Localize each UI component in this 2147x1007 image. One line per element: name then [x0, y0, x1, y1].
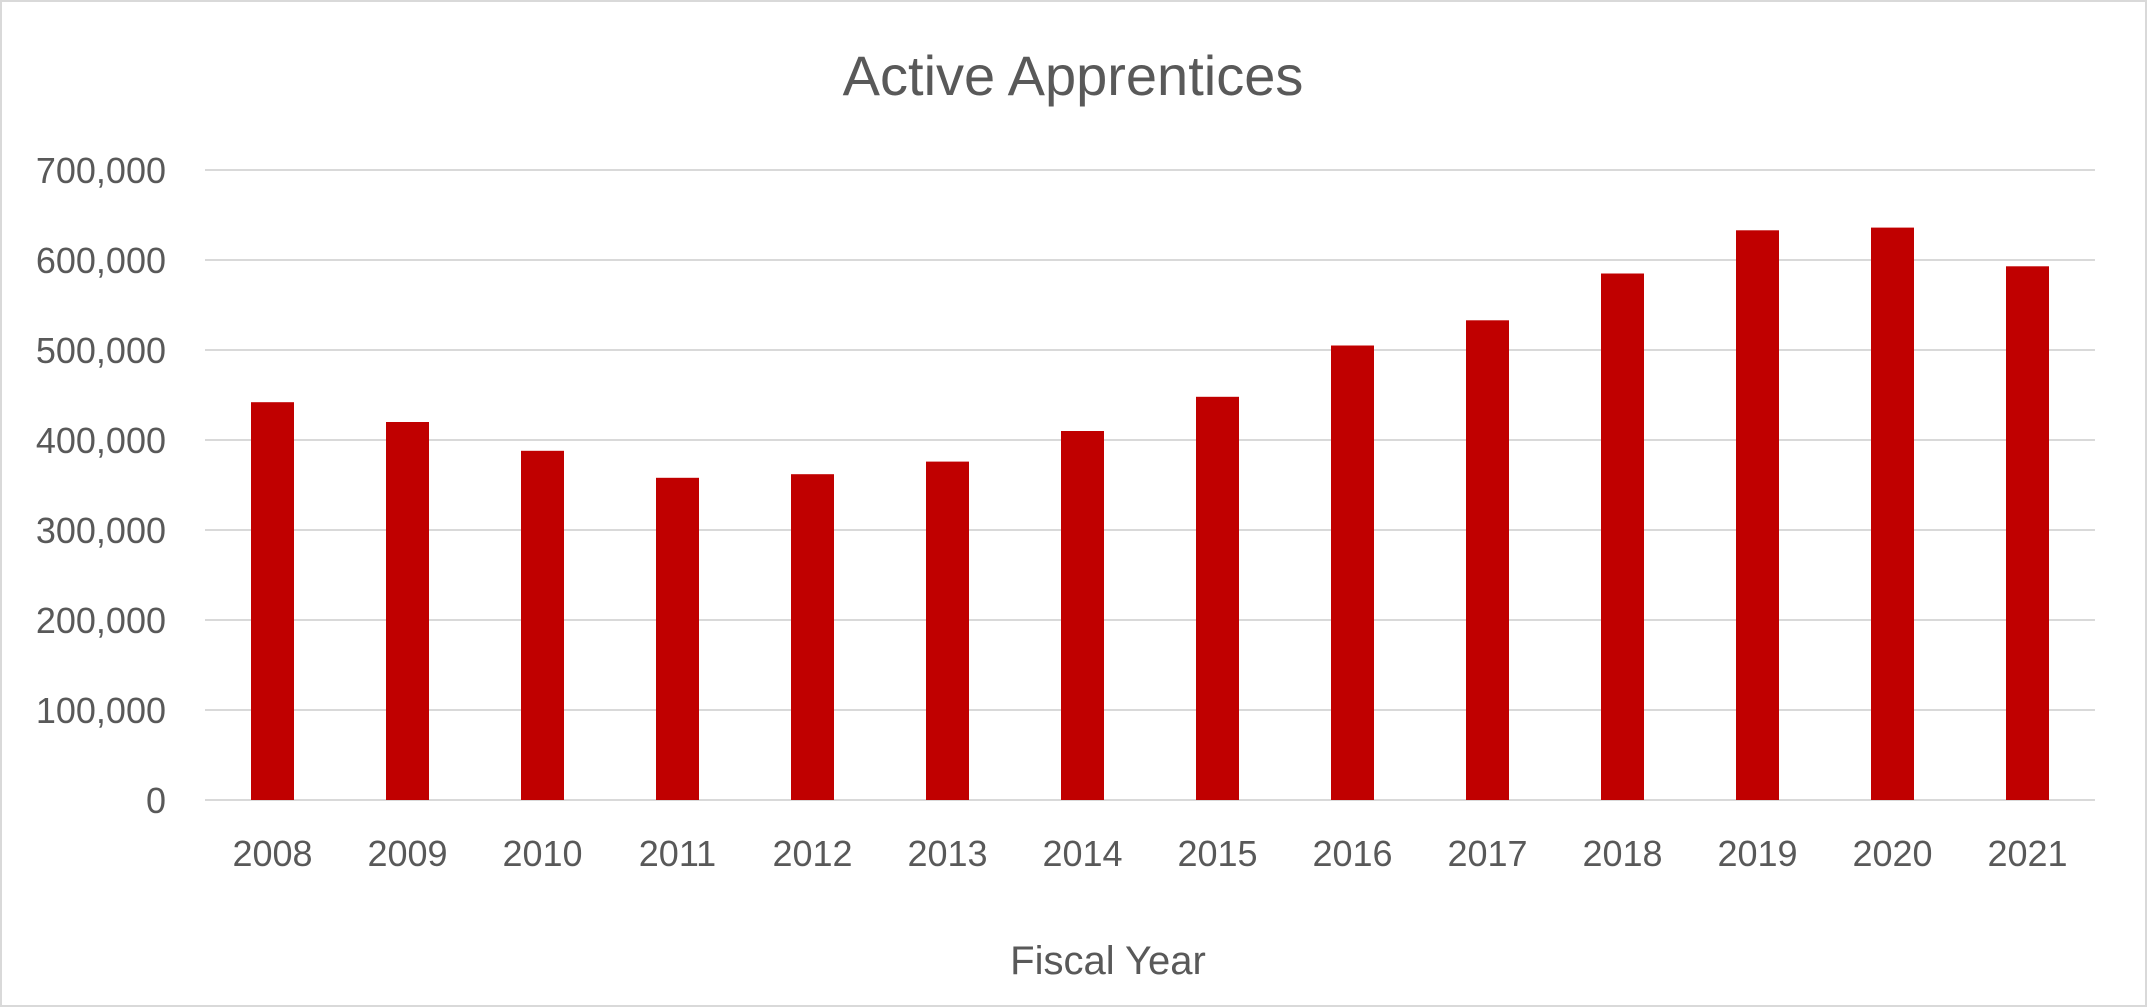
- x-axis-ticks: 2008 2009 2010 2011 2012 2013 2014 2015 2016 2017…: [232, 833, 2067, 874]
- x-tick-label: 2019: [1717, 833, 1797, 874]
- x-tick-label: 2009: [367, 833, 447, 874]
- bar-2008: [251, 402, 294, 800]
- y-tick-label: 200,000: [36, 600, 166, 641]
- bar-2017: [1466, 320, 1509, 800]
- x-tick-label: 2021: [1987, 833, 2067, 874]
- bar-2009: [386, 422, 429, 800]
- y-tick-label: 600,000: [36, 240, 166, 281]
- y-tick-label: 0: [146, 780, 166, 821]
- x-tick-label: 2011: [639, 833, 716, 874]
- x-axis-title: Fiscal Year: [1010, 939, 1206, 983]
- y-tick-label: 100,000: [36, 690, 166, 731]
- bar-2018: [1601, 273, 1644, 800]
- y-tick-label: 700,000: [36, 150, 166, 191]
- bars: [251, 227, 2049, 801]
- x-tick-label: 2018: [1582, 833, 1662, 874]
- bar-2010: [521, 450, 564, 800]
- bar-2013: [926, 461, 969, 800]
- x-tick-label: 2015: [1177, 833, 1257, 874]
- bar-2014: [1061, 431, 1104, 800]
- y-axis-ticks: 0 100,000 200,000 300,000 400,000 500,000 600,…: [36, 150, 166, 821]
- bar-2015: [1196, 396, 1239, 800]
- gridlines: [205, 169, 2095, 801]
- x-tick-label: 2020: [1852, 833, 1932, 874]
- x-tick-label: 2008: [232, 833, 312, 874]
- bar-2019: [1736, 230, 1779, 801]
- y-tick-label: 500,000: [36, 330, 166, 371]
- x-tick-label: 2017: [1447, 833, 1527, 874]
- chart-title: Active Apprentices: [843, 44, 1304, 107]
- bar-2011: [656, 477, 699, 800]
- x-tick-label: 2013: [907, 833, 987, 874]
- bar-2020: [1871, 227, 1914, 801]
- bar-2021: [2006, 266, 2049, 800]
- x-tick-label: 2016: [1312, 833, 1392, 874]
- x-tick-label: 2012: [772, 833, 852, 874]
- y-tick-label: 400,000: [36, 420, 166, 461]
- y-tick-label: 300,000: [36, 510, 166, 551]
- x-tick-label: 2010: [502, 833, 582, 874]
- bar-2016: [1331, 345, 1374, 800]
- x-tick-label: 2014: [1042, 833, 1122, 874]
- bar-2012: [791, 474, 834, 800]
